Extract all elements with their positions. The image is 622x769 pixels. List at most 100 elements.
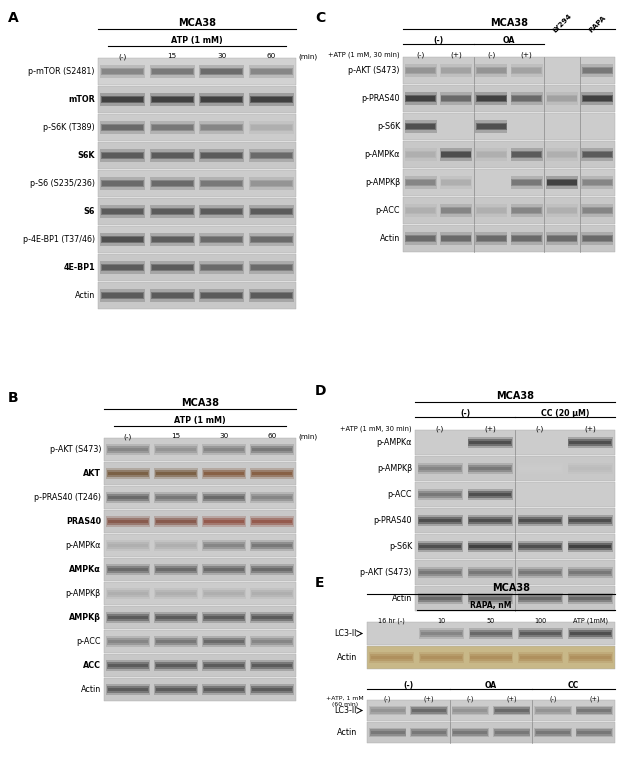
Bar <box>546 65 578 77</box>
Bar <box>406 96 435 101</box>
Bar <box>204 520 244 524</box>
Bar <box>104 582 296 605</box>
Bar <box>547 96 577 101</box>
Bar <box>476 207 506 215</box>
Bar <box>520 656 561 659</box>
Bar <box>569 439 611 446</box>
Bar <box>156 520 196 524</box>
Bar <box>106 516 150 527</box>
Bar <box>442 96 471 101</box>
Bar <box>415 508 615 533</box>
Bar <box>406 95 436 102</box>
Bar <box>371 709 405 712</box>
Bar <box>511 92 542 105</box>
Bar <box>107 590 149 597</box>
Bar <box>519 597 560 601</box>
Bar <box>202 98 242 102</box>
Bar <box>151 151 193 159</box>
Bar <box>252 496 292 499</box>
Bar <box>104 654 296 677</box>
Bar <box>152 209 193 214</box>
Bar <box>494 731 529 734</box>
Bar <box>417 463 463 474</box>
Text: p-S6K: p-S6K <box>377 122 400 131</box>
Bar <box>154 636 198 647</box>
Bar <box>249 65 294 78</box>
Text: (-): (-) <box>434 36 443 45</box>
Bar <box>252 448 292 451</box>
Bar <box>536 709 570 712</box>
Bar <box>251 209 292 214</box>
Bar <box>452 706 489 715</box>
Bar <box>251 468 294 478</box>
Text: (min): (min) <box>298 433 317 440</box>
Bar <box>582 232 613 245</box>
Text: 60: 60 <box>267 53 276 59</box>
Bar <box>415 534 615 559</box>
Bar <box>583 236 612 241</box>
Bar <box>475 232 507 245</box>
Bar <box>202 492 246 503</box>
Bar <box>250 235 292 244</box>
Bar <box>441 207 471 215</box>
Bar <box>415 560 615 585</box>
Bar <box>419 569 462 576</box>
Bar <box>419 544 461 548</box>
Bar <box>101 178 145 190</box>
Bar <box>101 208 144 215</box>
Bar <box>567 437 613 448</box>
Bar <box>512 236 541 241</box>
Text: p-PRAS40: p-PRAS40 <box>361 94 400 103</box>
Bar <box>203 446 244 453</box>
Bar <box>250 151 292 159</box>
Text: +ATP, 1 mM
(60 min): +ATP, 1 mM (60 min) <box>327 696 364 707</box>
Bar <box>156 591 196 595</box>
Text: p-ACC: p-ACC <box>77 637 101 646</box>
Text: S6K: S6K <box>78 151 95 160</box>
Bar <box>419 518 461 522</box>
Bar <box>518 652 563 663</box>
Bar <box>476 151 506 158</box>
Text: (-): (-) <box>536 425 544 431</box>
Bar <box>511 67 542 75</box>
Bar <box>470 630 513 637</box>
Bar <box>104 438 296 461</box>
Text: C: C <box>315 11 325 25</box>
Bar <box>106 612 150 623</box>
Bar <box>420 654 463 661</box>
Text: (+): (+) <box>521 52 532 58</box>
Bar <box>576 706 613 715</box>
Bar <box>470 571 511 574</box>
Bar <box>369 706 406 715</box>
Bar <box>419 517 462 524</box>
Bar <box>251 638 293 645</box>
Text: 30: 30 <box>220 433 229 439</box>
Bar <box>154 684 198 694</box>
Bar <box>470 597 511 601</box>
Bar <box>108 640 148 644</box>
Text: CC: CC <box>568 681 579 690</box>
Bar <box>152 294 193 298</box>
Text: (-): (-) <box>384 696 391 703</box>
Text: 15: 15 <box>167 53 177 59</box>
Bar <box>569 543 611 550</box>
Bar <box>204 568 244 571</box>
Bar <box>251 518 293 525</box>
Bar <box>577 709 611 712</box>
Bar <box>252 520 292 524</box>
Bar <box>468 515 513 526</box>
Bar <box>369 652 414 663</box>
Text: mTOR: mTOR <box>68 95 95 104</box>
Bar <box>156 494 197 501</box>
Bar <box>370 630 413 637</box>
Bar <box>156 448 196 451</box>
Bar <box>108 496 148 499</box>
Bar <box>204 640 244 644</box>
Bar <box>519 492 560 497</box>
Bar <box>250 291 292 299</box>
Bar <box>107 470 149 477</box>
Bar <box>406 181 435 185</box>
Bar <box>476 95 506 102</box>
Bar <box>475 92 507 105</box>
Bar <box>547 67 577 75</box>
